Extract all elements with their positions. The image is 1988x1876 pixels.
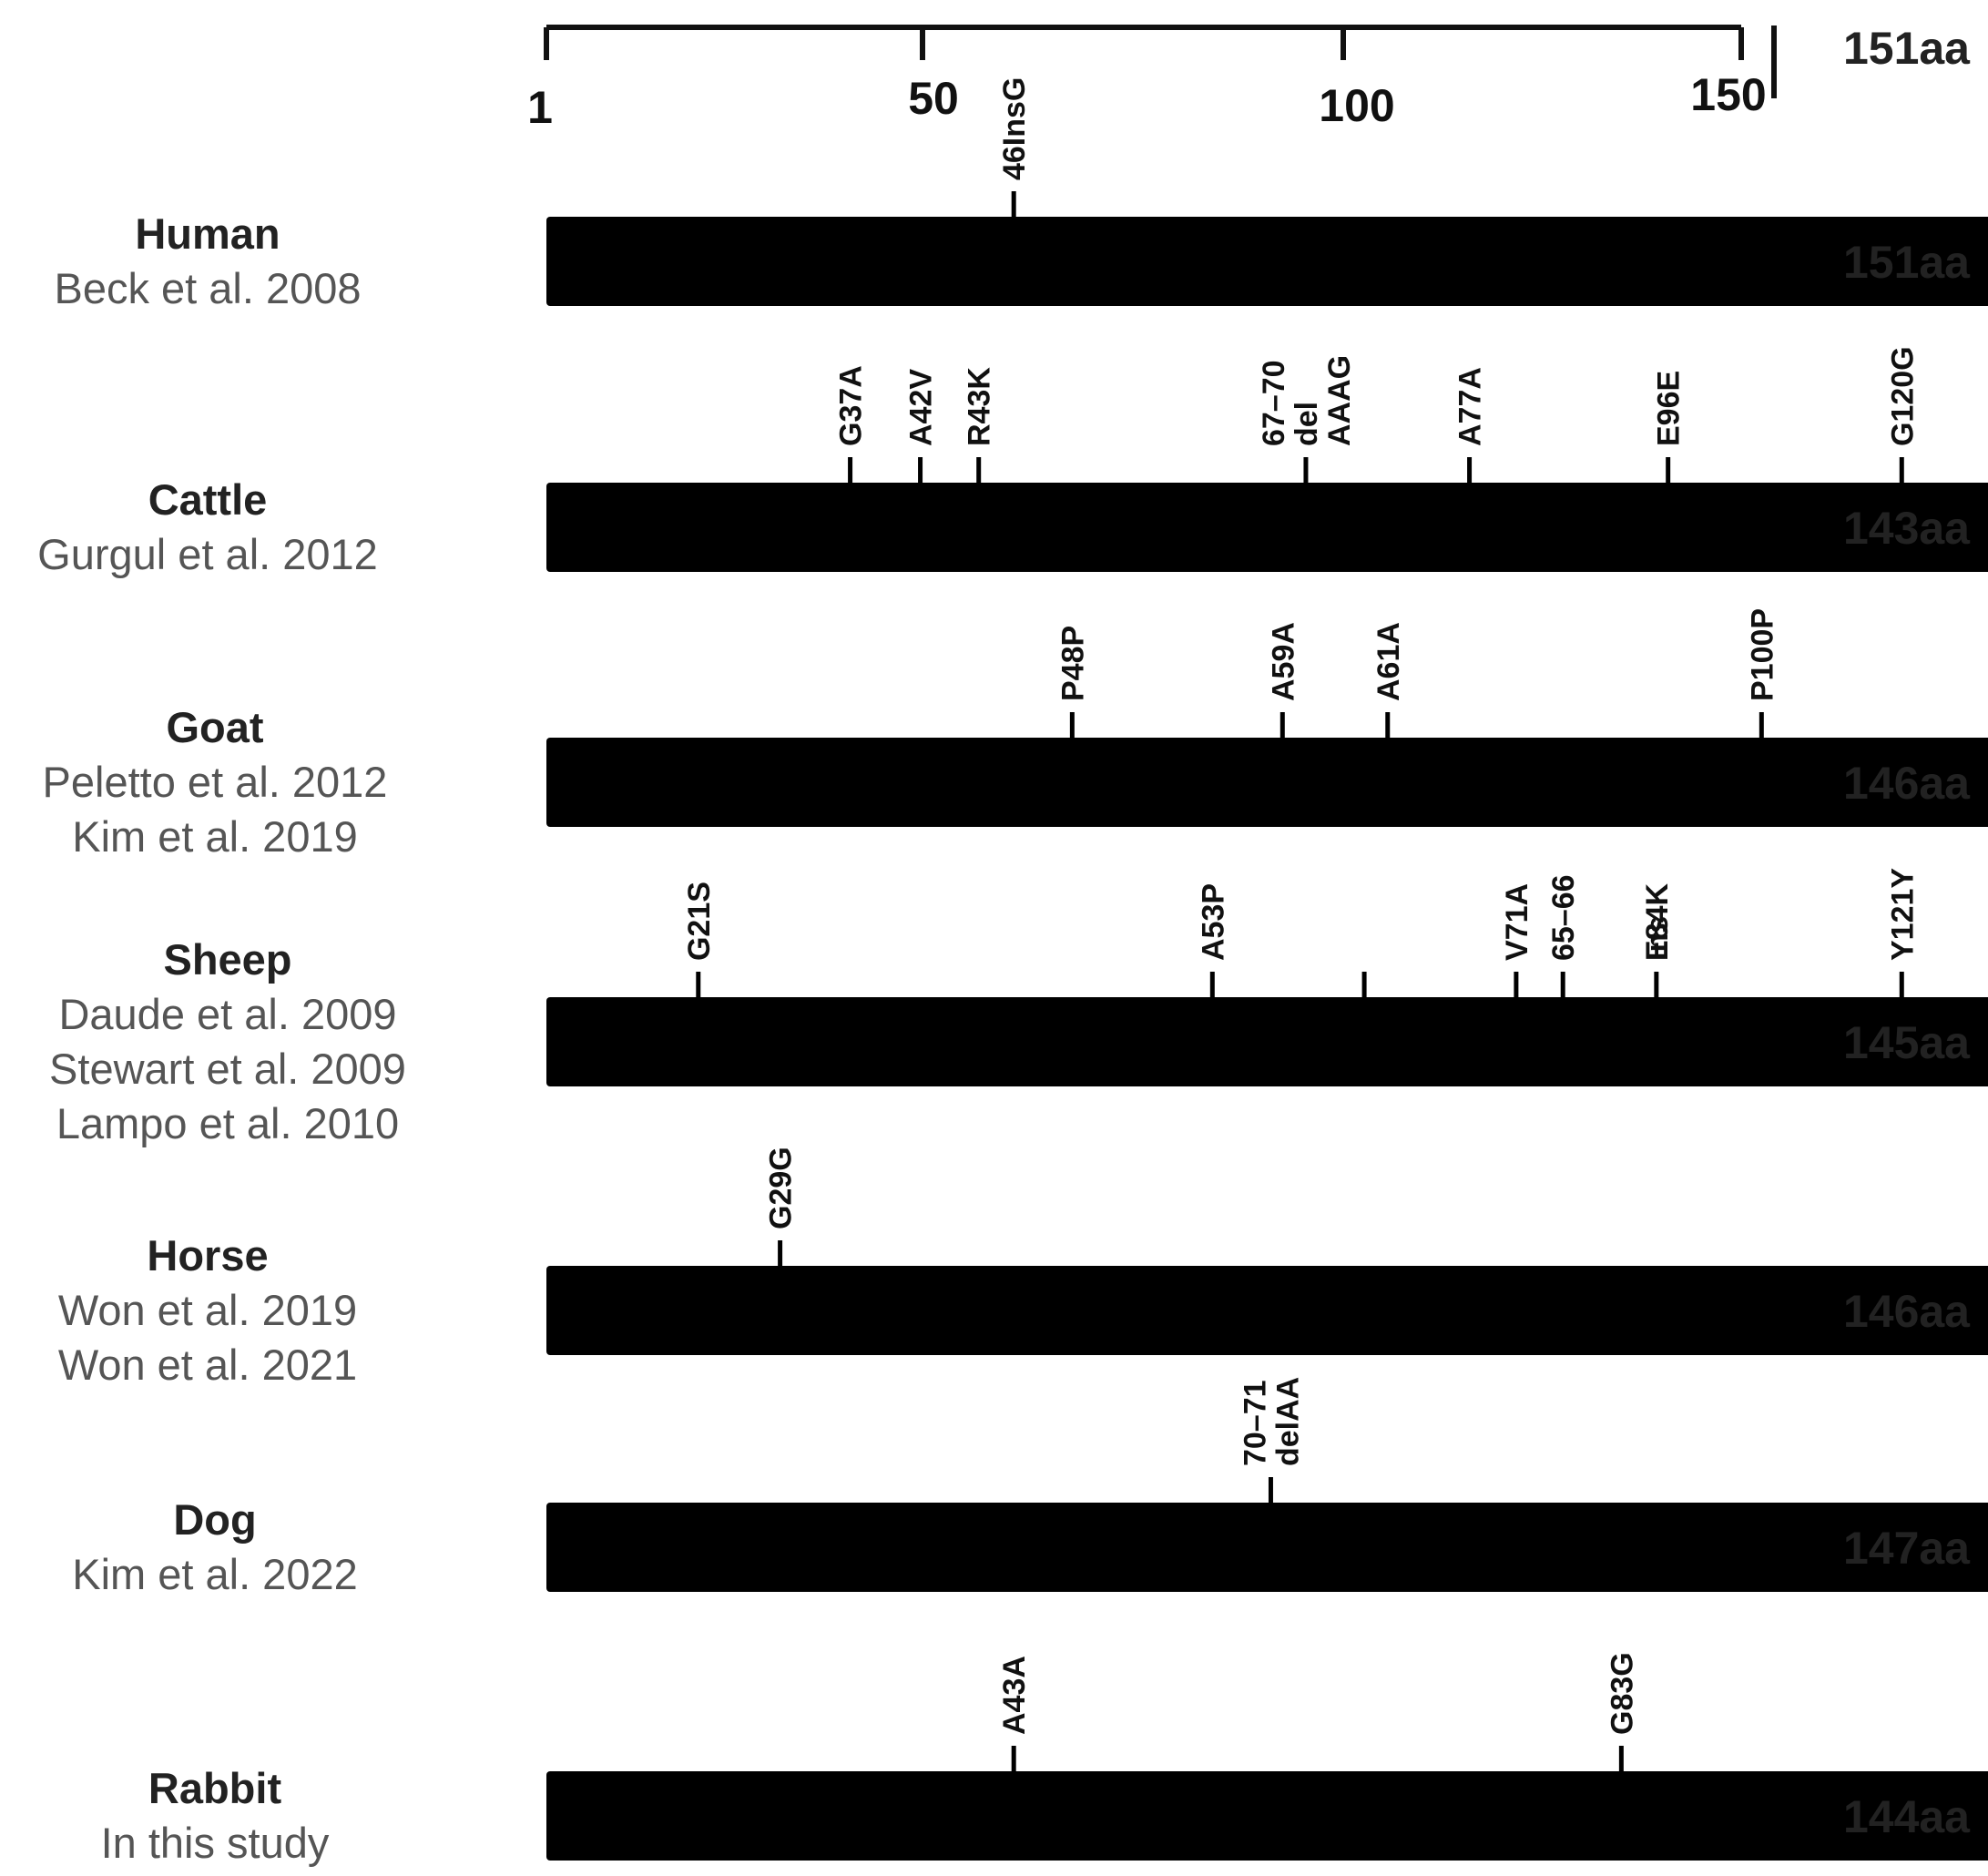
mutation-label: A53P <box>1196 883 1230 961</box>
reference-text: Kim et al. 2019 <box>72 812 358 861</box>
mutation-label: P48P <box>1055 626 1090 701</box>
species-name: Cattle <box>148 475 268 524</box>
species-name: Goat <box>166 703 263 751</box>
species-name: Sheep <box>163 935 291 984</box>
mutation-label: 67–70 <box>1257 360 1291 446</box>
mutation-label: G120G <box>1885 346 1920 446</box>
species-name: Rabbit <box>148 1764 282 1812</box>
species-name: Horse <box>147 1231 268 1280</box>
reference-text: Kim et al. 2022 <box>72 1550 358 1598</box>
protein-bar <box>546 997 1988 1086</box>
mutation-label: G21S <box>682 882 717 961</box>
mutation-label: A59A <box>1266 622 1300 701</box>
protein-length-label: 146aa <box>1843 1286 1971 1337</box>
track-human: Human Beck et al. 2008 151aa 46InsG <box>54 77 1988 312</box>
scale-length-label: 151aa <box>1843 23 1971 74</box>
mutation-label: Ins <box>1640 916 1675 961</box>
mutation-label: A43A <box>997 1656 1032 1735</box>
reference-text: In this study <box>101 1819 330 1867</box>
track-goat: Goat Peletto et al. 2012 Kim et al. 2019 14… <box>43 608 1988 861</box>
species-name: Human <box>135 209 280 258</box>
reference-text: Won et al. 2019 <box>58 1286 357 1334</box>
reference-text: Lampo et al. 2010 <box>56 1099 399 1147</box>
mutation-label: R43K <box>963 367 997 446</box>
reference-text: Gurgul et al. 2012 <box>37 530 378 578</box>
protein-length-label: 145aa <box>1843 1017 1971 1068</box>
track-cattle: Cattle Gurgul et al. 2012 143aa G37A A42V R43… <box>37 346 1988 578</box>
mutation-label: Y121Y <box>1885 868 1920 961</box>
mutation-label: E96E <box>1652 371 1687 446</box>
mutation-label: G37A <box>834 365 869 446</box>
mutation-label: delAA <box>1270 1377 1305 1466</box>
reference-text: Won et al. 2021 <box>58 1341 357 1389</box>
protein-bar <box>546 1266 1988 1355</box>
mutation-label: G29G <box>764 1147 799 1229</box>
mutation-label: P100P <box>1745 608 1779 701</box>
mutation-label: A61A <box>1371 622 1406 701</box>
track-sheep: Sheep Daude et al. 2009 Stewart et al. 200… <box>49 868 1988 1147</box>
mutation-label: 65–66 <box>1546 874 1581 961</box>
mutation-label: E84K <box>1640 883 1675 961</box>
mutation-label: del <box>1290 402 1324 446</box>
reference-text: Stewart et al. 2009 <box>49 1045 406 1093</box>
protein-bar <box>546 1503 1988 1592</box>
mutation-label: A77A <box>1453 367 1488 446</box>
mutation-label: 46InsG <box>997 77 1032 180</box>
mutation-label: AAAG <box>1322 355 1357 446</box>
mutation-label: G83G <box>1605 1652 1639 1735</box>
protein-length-label: 151aa <box>1843 237 1971 288</box>
protein-length-label: 146aa <box>1843 758 1971 809</box>
mutation-label: 70–71 <box>1238 1380 1272 1466</box>
protein-bar <box>546 738 1988 827</box>
track-rabbit: Rabbit In this study 144aa A43A G83G <box>101 1652 1988 1867</box>
protein-length-label: 147aa <box>1843 1523 1971 1574</box>
reference-text: Beck et al. 2008 <box>54 264 361 312</box>
mutation-label: V71A <box>1500 883 1534 961</box>
scale-tick-label: 100 <box>1319 80 1394 131</box>
mutation-label: A42V <box>904 369 939 446</box>
reference-text: Daude et al. 2009 <box>58 990 396 1038</box>
species-tracks: Human Beck et al. 2008 151aa 46InsG Cattle Gu… <box>37 77 1988 1867</box>
track-horse: Horse Won et al. 2019 Won et al. 2021 146aa… <box>58 1147 1988 1389</box>
scale-tick-label: 50 <box>908 73 959 124</box>
protein-length-label: 143aa <box>1843 503 1971 554</box>
protein-bar <box>546 1771 1988 1861</box>
scale-tick-label: 150 <box>1690 69 1766 120</box>
species-name: Dog <box>173 1495 256 1544</box>
protein-bar <box>546 483 1988 572</box>
reference-text: Peletto et al. 2012 <box>43 758 388 806</box>
protein-bar <box>546 217 1988 306</box>
scale-tick-label: 1 <box>527 82 553 133</box>
protein-length-label: 144aa <box>1843 1791 1971 1842</box>
